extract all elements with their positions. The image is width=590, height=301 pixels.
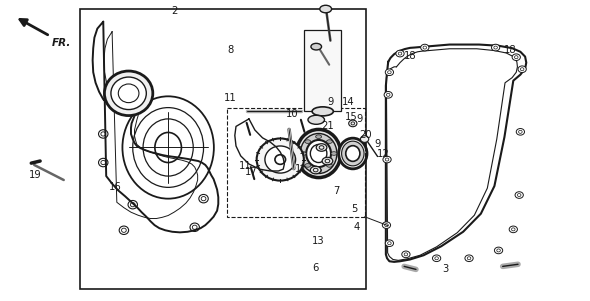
Text: 12: 12 <box>377 148 390 159</box>
Text: 5: 5 <box>351 204 357 214</box>
Bar <box>80 9 366 289</box>
Ellipse shape <box>396 50 404 57</box>
Text: 21: 21 <box>321 121 334 132</box>
Ellipse shape <box>382 222 391 228</box>
Ellipse shape <box>518 66 526 73</box>
Ellipse shape <box>491 44 500 51</box>
Ellipse shape <box>322 157 333 165</box>
Text: FR.: FR. <box>52 38 71 48</box>
Ellipse shape <box>421 44 429 51</box>
Text: 9: 9 <box>327 97 333 107</box>
Ellipse shape <box>316 144 327 151</box>
Ellipse shape <box>111 77 146 110</box>
Text: 18: 18 <box>404 51 417 61</box>
Text: 11: 11 <box>294 163 307 174</box>
Ellipse shape <box>316 169 322 172</box>
Text: 13: 13 <box>312 236 325 246</box>
Text: 11: 11 <box>238 160 251 171</box>
Text: 17: 17 <box>244 166 257 177</box>
Ellipse shape <box>331 152 337 155</box>
Ellipse shape <box>385 69 394 76</box>
Ellipse shape <box>360 136 369 142</box>
Ellipse shape <box>305 164 311 167</box>
Ellipse shape <box>385 240 394 247</box>
Text: 9: 9 <box>375 139 381 150</box>
Ellipse shape <box>515 192 523 198</box>
Ellipse shape <box>265 146 296 173</box>
Ellipse shape <box>300 133 337 173</box>
Ellipse shape <box>339 138 367 169</box>
Ellipse shape <box>104 71 153 116</box>
Text: 10: 10 <box>286 109 299 119</box>
Bar <box>227 108 365 217</box>
Ellipse shape <box>494 247 503 254</box>
Text: 19: 19 <box>29 169 42 180</box>
Text: 15: 15 <box>345 112 358 123</box>
Ellipse shape <box>326 164 332 167</box>
Text: 2: 2 <box>171 6 177 17</box>
Ellipse shape <box>349 120 357 127</box>
Ellipse shape <box>432 255 441 262</box>
Ellipse shape <box>383 156 391 163</box>
Ellipse shape <box>509 226 517 233</box>
Ellipse shape <box>516 129 525 135</box>
Ellipse shape <box>300 152 306 155</box>
Text: 18: 18 <box>504 45 517 55</box>
Ellipse shape <box>402 251 410 258</box>
Text: 7: 7 <box>333 186 339 196</box>
Ellipse shape <box>346 146 360 161</box>
Ellipse shape <box>305 140 311 143</box>
Ellipse shape <box>297 129 341 178</box>
Text: 11: 11 <box>224 93 237 103</box>
Ellipse shape <box>316 135 322 138</box>
Text: 3: 3 <box>442 264 448 275</box>
Ellipse shape <box>342 141 364 166</box>
Ellipse shape <box>465 255 473 262</box>
Bar <box>304 30 341 111</box>
Text: 4: 4 <box>354 222 360 232</box>
Ellipse shape <box>384 92 392 98</box>
Text: 9: 9 <box>357 114 363 124</box>
Text: 14: 14 <box>342 97 355 107</box>
Ellipse shape <box>312 107 333 116</box>
Ellipse shape <box>512 54 520 61</box>
Ellipse shape <box>326 140 332 143</box>
Ellipse shape <box>308 115 325 124</box>
Ellipse shape <box>310 166 321 174</box>
Ellipse shape <box>257 138 304 181</box>
Text: 16: 16 <box>109 182 122 192</box>
Text: 8: 8 <box>227 45 233 55</box>
Text: 20: 20 <box>359 130 372 141</box>
Ellipse shape <box>311 43 322 50</box>
Ellipse shape <box>320 5 332 13</box>
Ellipse shape <box>306 140 331 167</box>
Text: 6: 6 <box>313 263 319 273</box>
